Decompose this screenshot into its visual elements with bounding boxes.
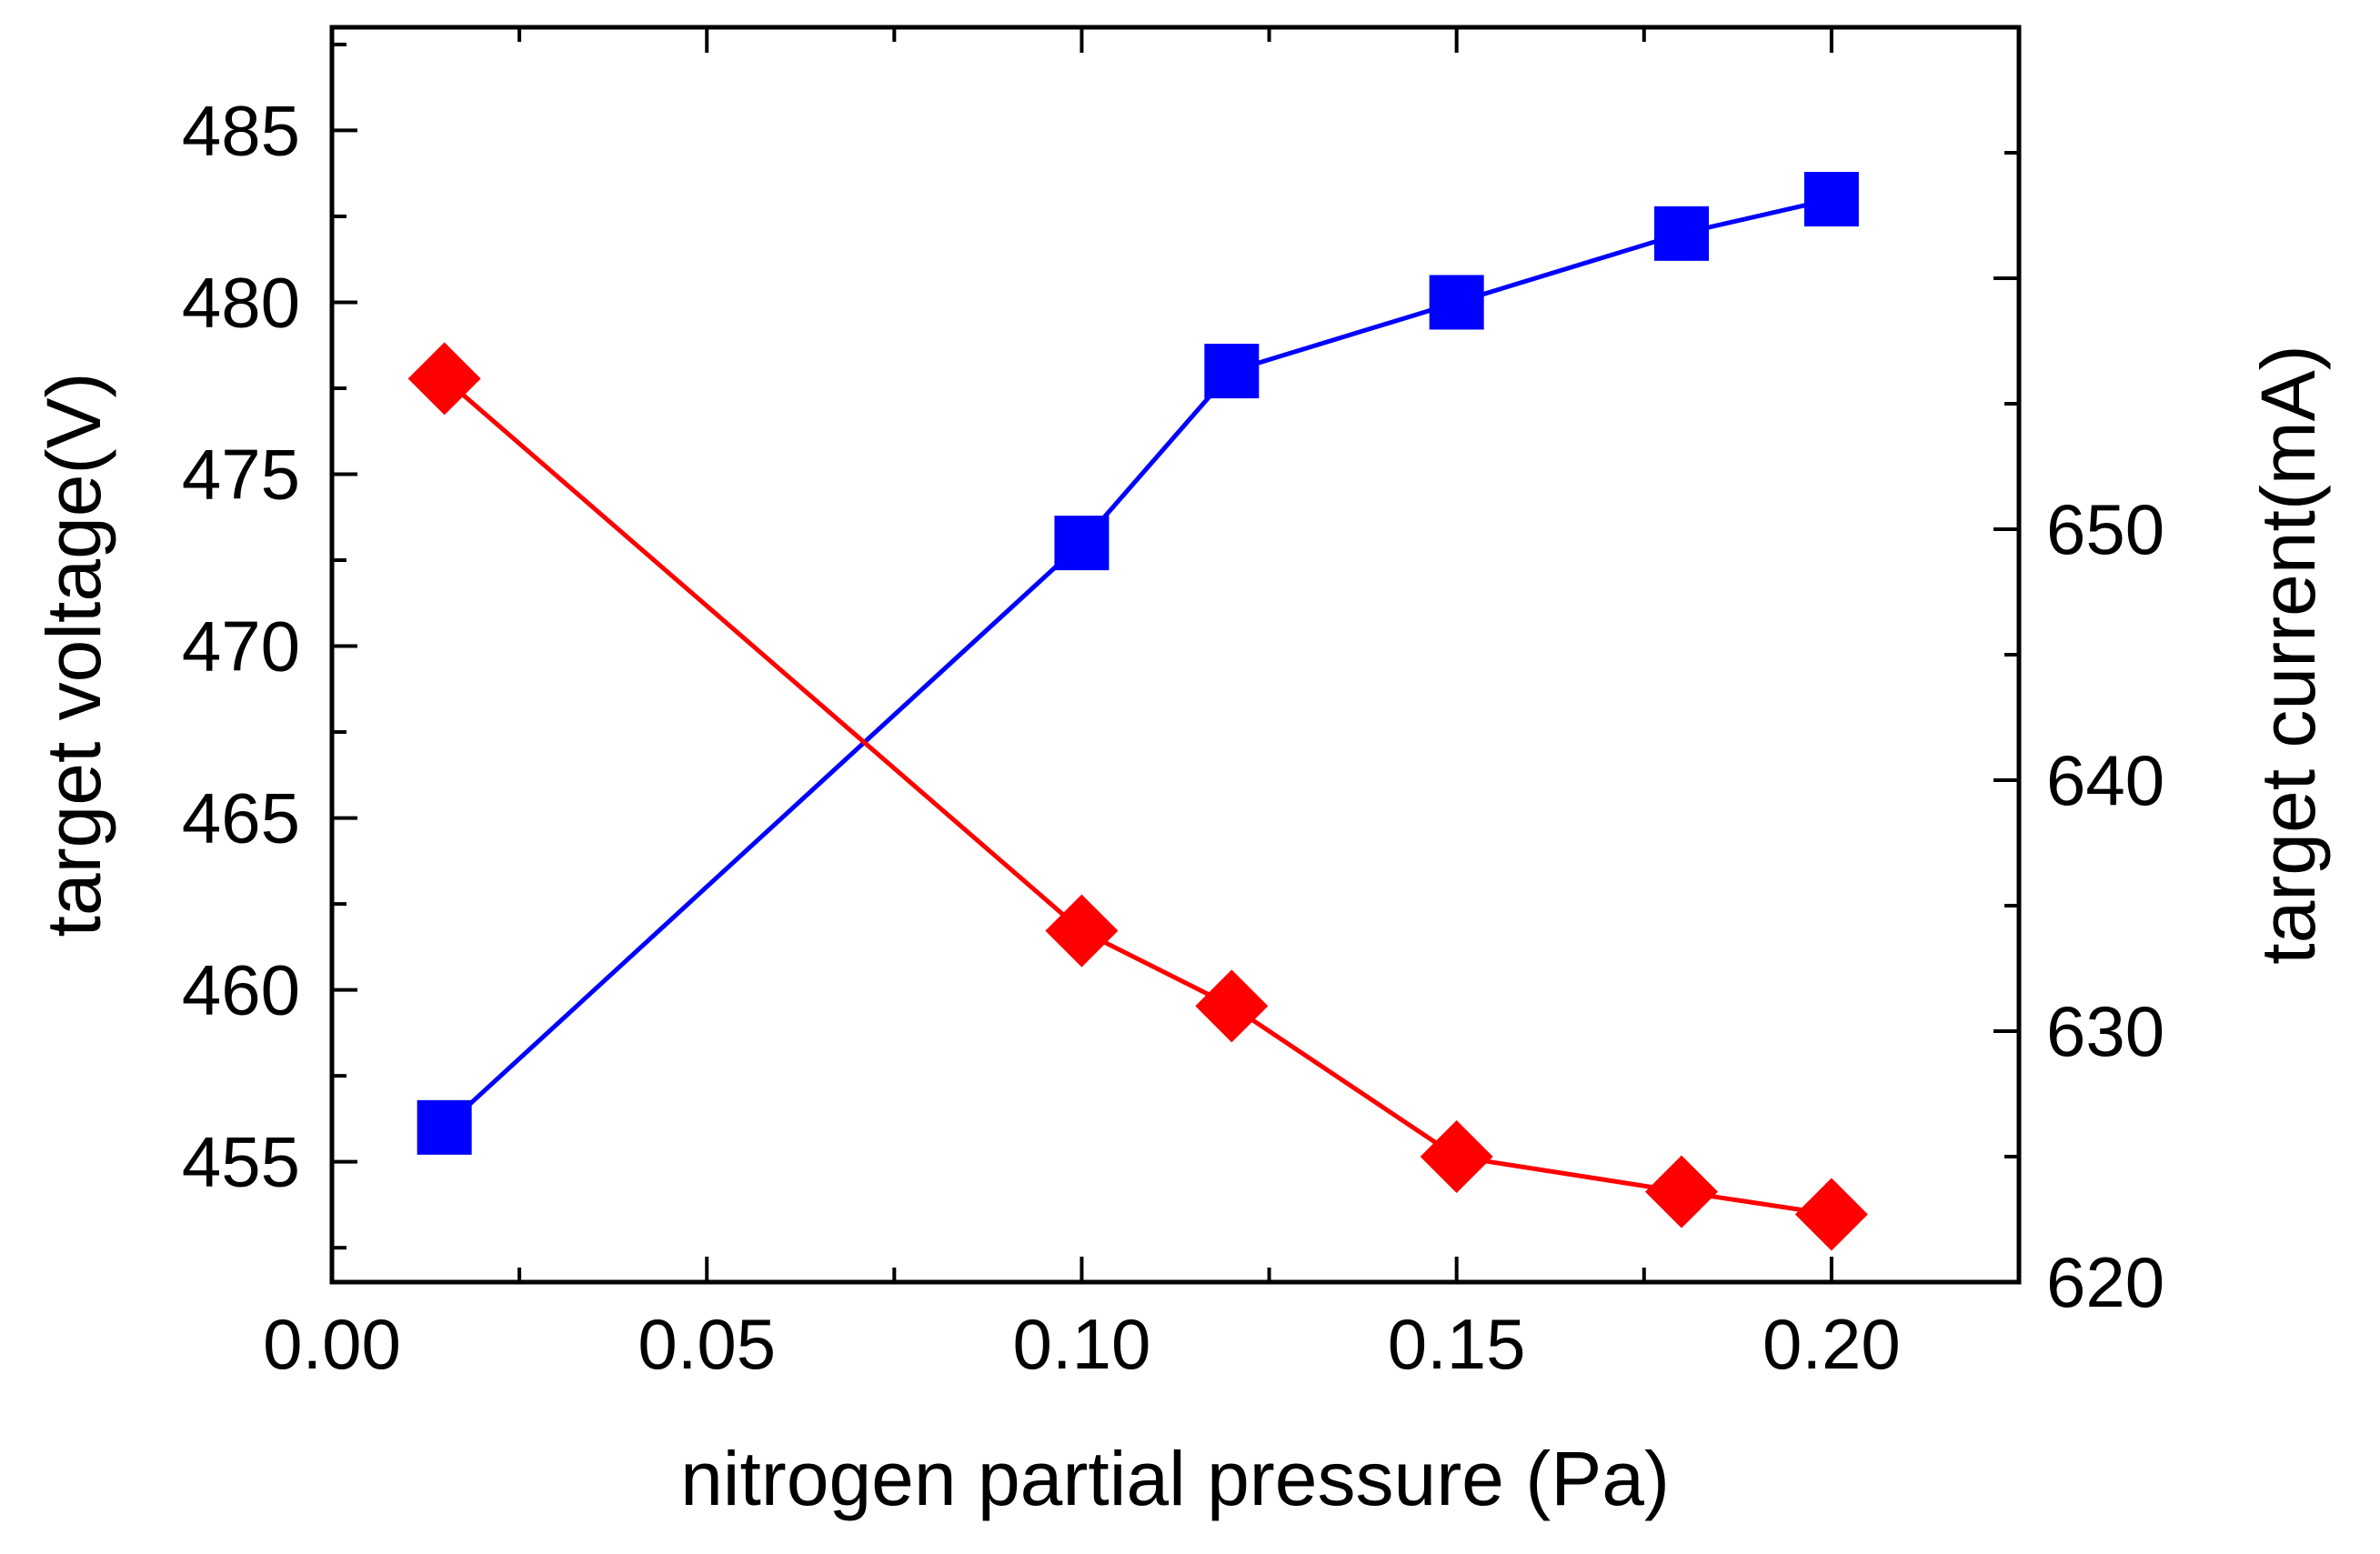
x-axis-title: nitrogen partial pressure (Pa): [680, 1436, 1670, 1521]
left-y-tick-label: 460: [182, 950, 300, 1030]
left-y-tick-label: 465: [182, 778, 300, 858]
left-y-tick-label: 485: [182, 90, 300, 170]
x-tick-label: 0.20: [1762, 1304, 1901, 1384]
series-0-square-marker: [1654, 206, 1709, 261]
series-1-diamond-marker: [1195, 969, 1269, 1043]
series-1-diamond-marker: [1045, 894, 1119, 967]
series-0-square-marker: [1054, 516, 1110, 571]
left-y-tick-label: 480: [182, 262, 300, 342]
left-y-axis-title: target voltage(V): [31, 373, 116, 937]
right-y-tick-label: 640: [2046, 740, 2164, 820]
series-1-diamond-marker: [1645, 1155, 1718, 1228]
left-y-tick-label: 470: [182, 607, 300, 687]
series-1-diamond-marker: [407, 342, 481, 416]
x-tick-label: 0.10: [1013, 1304, 1151, 1384]
right-y-axis-title: target current(mA): [2245, 345, 2331, 965]
x-tick-label: 0.15: [1388, 1304, 1526, 1384]
series-0-square-marker: [417, 1099, 472, 1155]
left-y-tick-label: 455: [182, 1122, 300, 1202]
series-1-diamond-marker: [1420, 1120, 1493, 1193]
series-0-square-marker: [1803, 172, 1859, 227]
series-layer: [407, 172, 1868, 1251]
x-tick-label: 0.05: [638, 1304, 776, 1384]
left-y-tick-labels: 455 460 465 470 475 480 485: [182, 90, 300, 1201]
right-y-tick-label: 630: [2046, 991, 2164, 1071]
x-tick-label: 0.00: [263, 1304, 401, 1384]
series-0-line: [442, 196, 1833, 1129]
right-y-tick-labels: 620 630 640 650: [2046, 489, 2164, 1322]
series-1-line: [443, 376, 1833, 1217]
left-y-tick-label: 475: [182, 435, 300, 515]
series-0-square-marker: [1204, 344, 1260, 399]
tick-marks: [330, 25, 2021, 1284]
series-0-square-marker: [1429, 275, 1484, 330]
right-y-tick-label: 620: [2046, 1242, 2164, 1322]
right-y-tick-label: 650: [2046, 489, 2164, 569]
x-tick-labels: 0.00 0.05 0.10 0.15 0.20: [263, 1304, 1901, 1384]
series-1-diamond-marker: [1794, 1178, 1868, 1251]
